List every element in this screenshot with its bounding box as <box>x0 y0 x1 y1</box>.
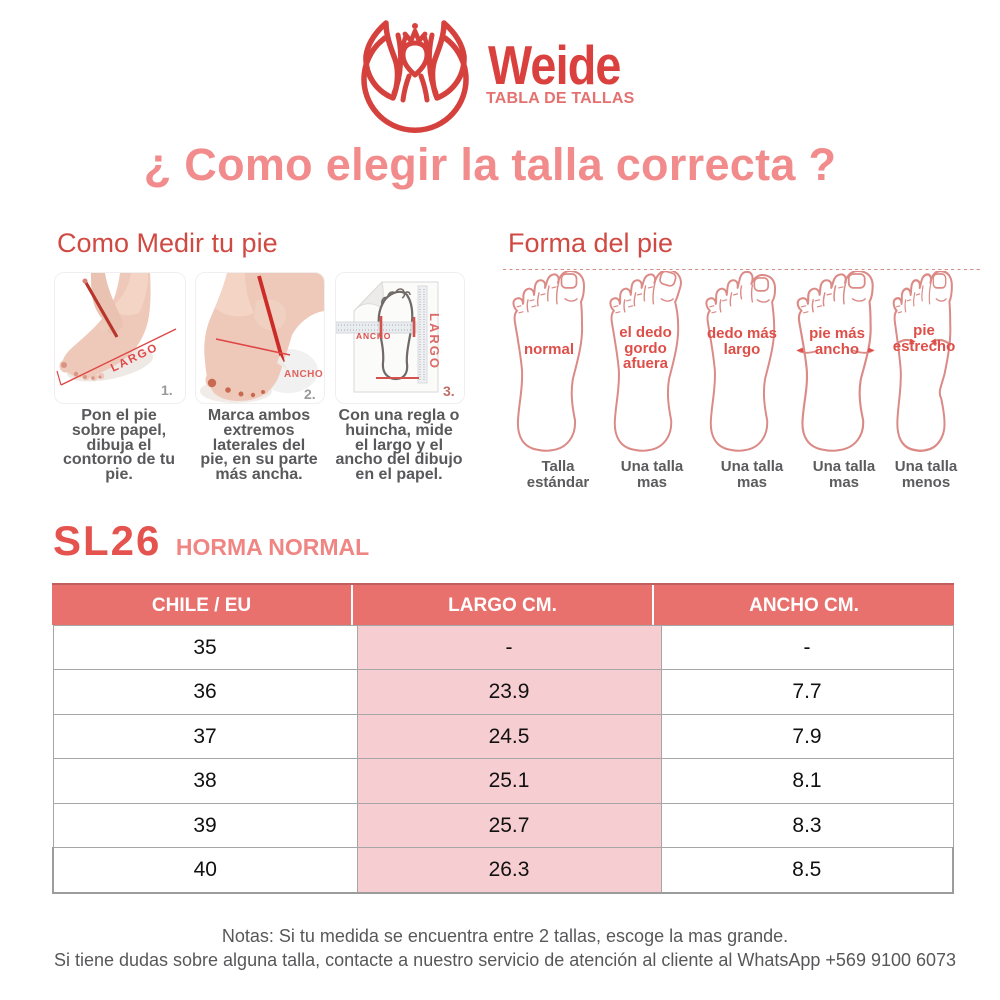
svg-text:LARGO: LARGO <box>427 313 442 370</box>
svg-text:ANCHO: ANCHO <box>356 331 391 341</box>
svg-text:1.: 1. <box>161 382 173 398</box>
svg-text:3.: 3. <box>443 383 455 399</box>
svg-text:2.: 2. <box>304 386 316 402</box>
svg-text:ANCHO: ANCHO <box>284 369 323 380</box>
